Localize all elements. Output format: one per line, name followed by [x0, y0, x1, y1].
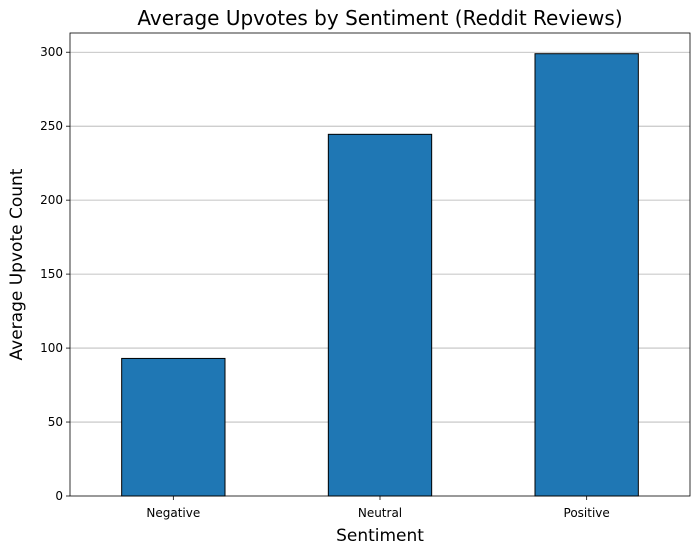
bar-positive	[534, 53, 639, 497]
y-tick-label: 100	[40, 341, 63, 355]
y-tick-label: 50	[48, 415, 63, 429]
y-axis-label: Average Upvote Count	[7, 168, 27, 360]
y-tick-label: 300	[40, 45, 63, 59]
bars	[121, 53, 639, 497]
x-tick-label: Neutral	[358, 506, 402, 520]
bar-neutral	[327, 133, 433, 497]
x-tick-label: Negative	[146, 506, 200, 520]
y-tick-label: 250	[40, 119, 63, 133]
bar-negative	[121, 357, 226, 497]
x-tick-label: Positive	[564, 506, 610, 520]
y-tick-label: 200	[40, 193, 63, 207]
y-axis-ticks: 0 50 100 150 200 250 300	[40, 45, 70, 503]
chart-title: Average Upvotes by Sentiment (Reddit Rev…	[137, 6, 622, 30]
x-axis-ticks: Negative Neutral Positive	[146, 496, 610, 520]
y-tick-label: 150	[40, 267, 63, 281]
x-axis-label: Sentiment	[336, 526, 424, 546]
y-tick-label: 0	[55, 489, 63, 503]
